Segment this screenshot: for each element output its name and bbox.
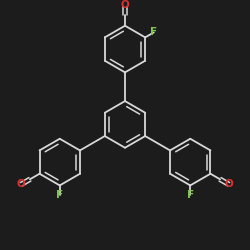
- Text: O: O: [224, 179, 233, 189]
- Text: F: F: [150, 28, 157, 38]
- Text: F: F: [187, 190, 194, 200]
- Text: O: O: [121, 0, 130, 10]
- Text: O: O: [17, 179, 26, 189]
- Text: F: F: [56, 190, 63, 200]
